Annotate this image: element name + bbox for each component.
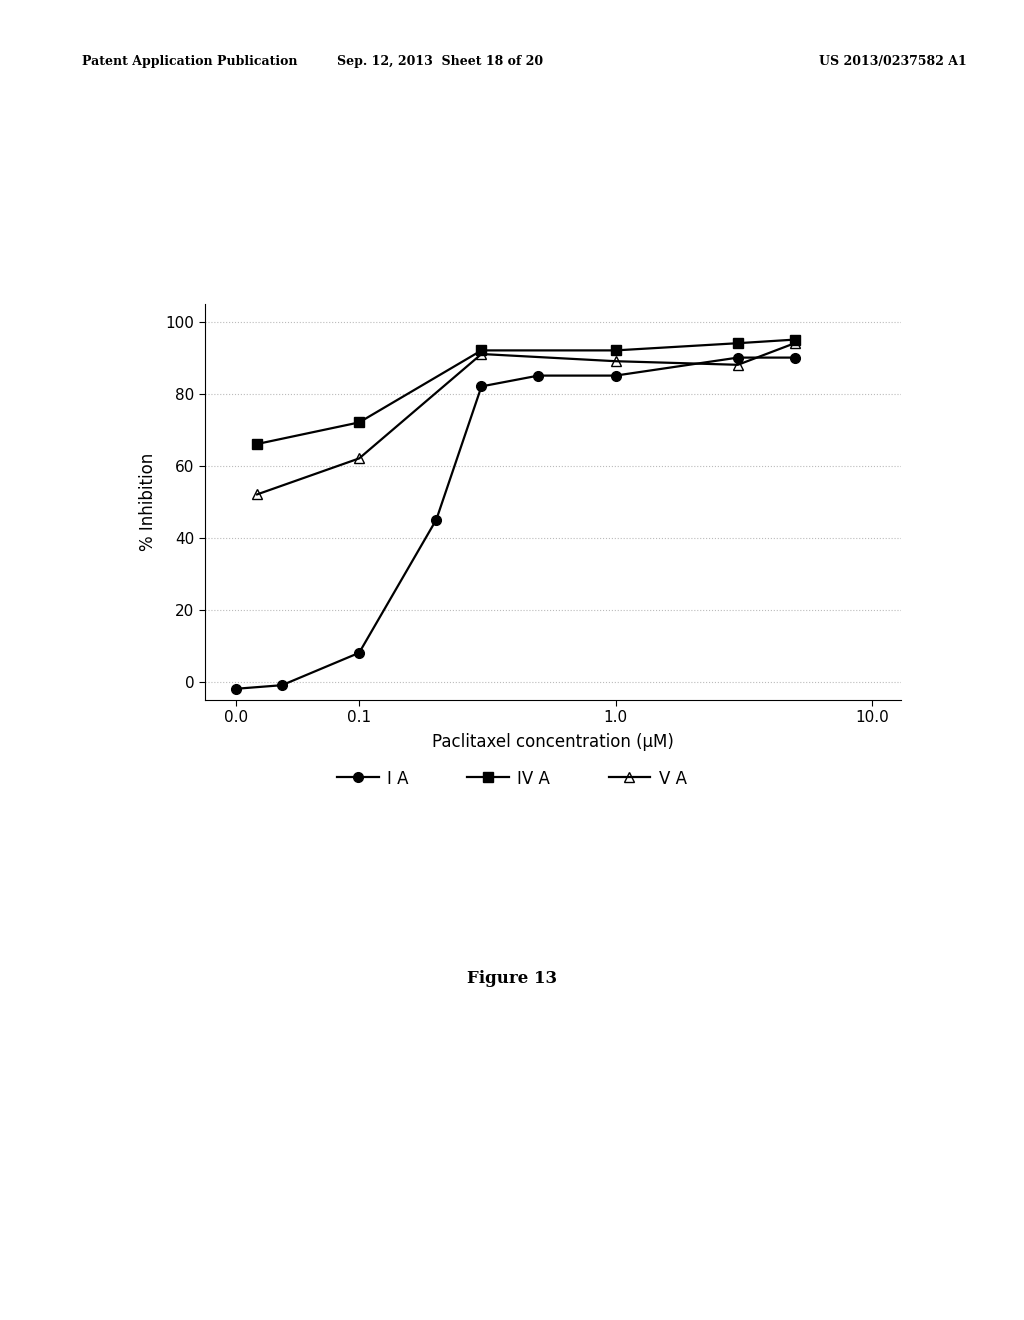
Legend: I A, IV A, V A: I A, IV A, V A [331,763,693,795]
Text: Patent Application Publication: Patent Application Publication [82,55,297,69]
Text: US 2013/0237582 A1: US 2013/0237582 A1 [819,55,967,69]
Text: Figure 13: Figure 13 [467,970,557,987]
X-axis label: Paclitaxel concentration (μM): Paclitaxel concentration (μM) [432,734,674,751]
Y-axis label: % Inhibition: % Inhibition [139,453,157,550]
Text: Sep. 12, 2013  Sheet 18 of 20: Sep. 12, 2013 Sheet 18 of 20 [337,55,544,69]
